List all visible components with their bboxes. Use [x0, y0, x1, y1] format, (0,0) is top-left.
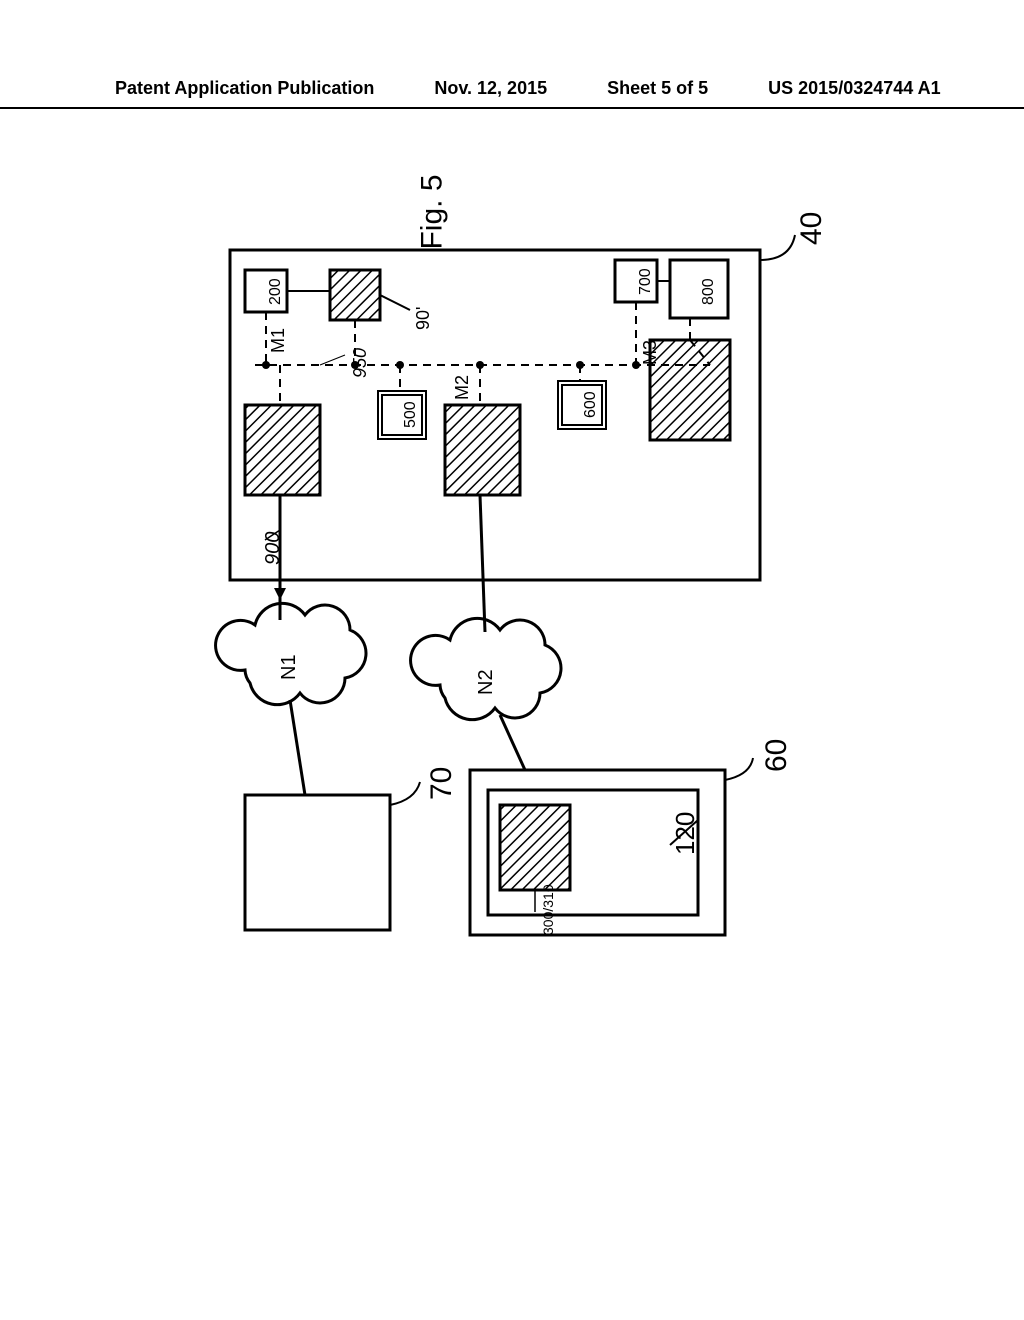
label-90: 90' [413, 307, 434, 330]
pub-type: Patent Application Publication [115, 78, 374, 99]
label-m3: M3 [640, 340, 661, 365]
pub-date: Nov. 12, 2015 [434, 78, 547, 99]
label-800: 800 [700, 278, 718, 305]
sheet-num: Sheet 5 of 5 [607, 78, 708, 99]
label-950: 950 [350, 348, 371, 378]
label-n1: N1 [278, 654, 301, 680]
label-900: 900 [262, 532, 285, 565]
label-120: 120 [670, 812, 701, 855]
label-300-310: 300/310 [540, 884, 556, 935]
figure-title: Fig. 5 [416, 174, 450, 249]
label-m2: M2 [452, 375, 473, 400]
label-60: 60 [760, 739, 794, 772]
label-m1: M1 [268, 328, 289, 353]
page-header: Patent Application Publication Nov. 12, … [0, 78, 1024, 109]
label-200: 200 [267, 278, 285, 305]
figure-diagram: Fig. 5 M1 M2 M3 N1 N2 200 500 600 700 80… [170, 200, 830, 960]
label-600: 600 [582, 391, 600, 418]
label-n2: N2 [475, 669, 498, 695]
pub-number: US 2015/0324744 A1 [768, 78, 940, 99]
label-700: 700 [637, 268, 655, 295]
label-500: 500 [402, 401, 420, 428]
label-40: 40 [795, 212, 829, 245]
label-70: 70 [425, 767, 459, 800]
